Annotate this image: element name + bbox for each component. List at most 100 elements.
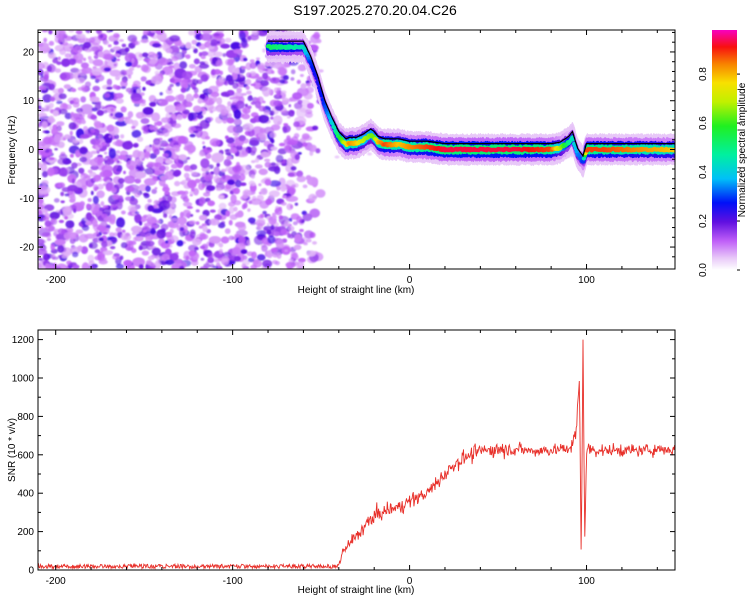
noise-blob [65, 47, 71, 52]
noise-blob [192, 78, 199, 86]
noise-blob [55, 263, 68, 269]
noise-blob [132, 80, 141, 87]
noise-blob [249, 137, 260, 146]
noise-blob [40, 73, 44, 78]
noise-blob [106, 124, 115, 132]
x-tick-label: -200 [46, 576, 66, 587]
noise-blob [95, 30, 102, 34]
noise-blob [71, 88, 77, 93]
noise-blob [195, 128, 203, 138]
noise-blob [130, 244, 134, 248]
noise-blob [220, 255, 230, 266]
noise-blob [144, 145, 152, 153]
noise-blob [42, 161, 47, 166]
noise-blob [165, 259, 175, 266]
noise-blob [109, 69, 121, 77]
noise-blob [193, 130, 199, 134]
noise-blob [250, 264, 258, 269]
noise-blob [136, 136, 144, 142]
noise-blob [87, 198, 92, 202]
signal-ridge [265, 30, 675, 178]
noise-blob [231, 71, 238, 81]
y-tick-label: 400 [17, 489, 34, 500]
noise-blob [81, 119, 86, 125]
noise-blob [242, 106, 251, 115]
noise-blob [71, 58, 77, 63]
noise-blob [157, 100, 162, 104]
noise-blob [199, 93, 206, 100]
noise-blob [160, 241, 171, 249]
noise-blob [291, 136, 299, 144]
noise-blob [111, 186, 118, 193]
noise-blob [117, 177, 125, 184]
noise-blob [165, 47, 173, 54]
noise-blob [244, 103, 248, 108]
noise-blob [282, 126, 288, 134]
noise-blob [256, 57, 260, 61]
noise-blob [275, 239, 284, 250]
noise-blob [101, 213, 108, 219]
noise-blob [278, 67, 287, 76]
noise-blob [113, 33, 120, 38]
noise-blob [269, 137, 274, 143]
noise-blob [293, 244, 302, 251]
noise-blob [171, 56, 179, 62]
noise-blob [68, 122, 77, 130]
noise-blob [168, 214, 173, 219]
noise-blob [116, 201, 123, 210]
noise-blob [315, 38, 322, 44]
noise-blob [263, 225, 274, 232]
noise-blob [232, 132, 240, 136]
noise-blob [300, 83, 307, 89]
noise-blob [167, 85, 172, 91]
noise-blob [154, 73, 161, 81]
noise-blob [45, 264, 57, 269]
noise-blob [288, 104, 292, 108]
noise-blob [38, 210, 43, 215]
y-tick-label: 1200 [12, 335, 35, 346]
noise-blob [282, 97, 289, 104]
noise-blob [179, 265, 185, 269]
noise-blob [225, 166, 232, 172]
noise-blob [89, 158, 100, 167]
noise-blob [158, 200, 171, 211]
noise-blob [197, 98, 203, 104]
noise-blob [149, 101, 157, 107]
noise-blob [124, 175, 136, 184]
ridge-segment [580, 159, 586, 164]
noise-blob [185, 42, 192, 49]
noise-blob [81, 262, 90, 269]
noise-blob [252, 182, 256, 186]
noise-blob [230, 194, 237, 204]
noise-blob [44, 220, 52, 227]
noise-blob [313, 31, 320, 40]
noise-blob [101, 240, 108, 248]
noise-blob [309, 144, 317, 152]
noise-blob [109, 232, 115, 237]
noise-blob [54, 239, 66, 246]
noise-blob [121, 43, 127, 48]
noise-blob [90, 165, 99, 171]
noise-blob [177, 158, 188, 165]
noise-blob [78, 233, 89, 243]
noise-blob [156, 51, 163, 60]
noise-blob [270, 247, 278, 253]
noise-blob [191, 45, 196, 50]
colorbar [712, 30, 737, 270]
noise-blob [50, 96, 56, 102]
noise-blob [199, 245, 206, 249]
x-tick-label: 100 [578, 576, 595, 587]
noise-blob [72, 251, 79, 258]
noise-blob [282, 195, 287, 199]
noise-blob [102, 109, 108, 114]
noise-blob [276, 252, 282, 259]
noise-blob [142, 229, 147, 233]
noise-blob [265, 68, 274, 75]
noise-blob [284, 220, 291, 227]
snr-series-line [38, 339, 675, 570]
noise-blob [223, 158, 232, 167]
noise-blob [251, 160, 256, 164]
noise-blob [198, 52, 203, 57]
noise-blob [92, 195, 99, 205]
noise-blob [239, 173, 246, 181]
